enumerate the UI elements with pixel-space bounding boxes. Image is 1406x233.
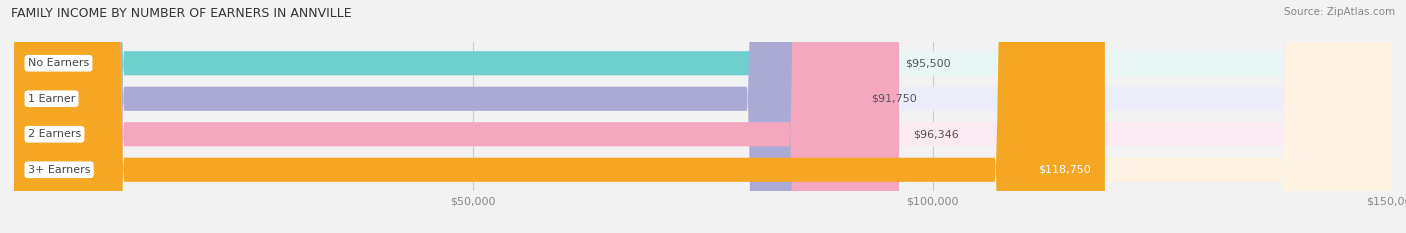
Text: 1 Earner: 1 Earner [28, 94, 75, 104]
Text: $96,346: $96,346 [912, 129, 959, 139]
FancyBboxPatch shape [14, 0, 1105, 233]
FancyBboxPatch shape [14, 0, 898, 233]
FancyBboxPatch shape [14, 0, 1392, 233]
Text: $118,750: $118,750 [1039, 165, 1091, 175]
Text: $95,500: $95,500 [905, 58, 950, 68]
Text: FAMILY INCOME BY NUMBER OF EARNERS IN ANNVILLE: FAMILY INCOME BY NUMBER OF EARNERS IN AN… [11, 7, 352, 20]
FancyBboxPatch shape [14, 0, 1392, 233]
FancyBboxPatch shape [14, 0, 1392, 233]
FancyBboxPatch shape [14, 0, 1392, 233]
Text: Source: ZipAtlas.com: Source: ZipAtlas.com [1284, 7, 1395, 17]
FancyBboxPatch shape [14, 0, 891, 233]
Text: 2 Earners: 2 Earners [28, 129, 82, 139]
Text: No Earners: No Earners [28, 58, 89, 68]
FancyBboxPatch shape [14, 0, 856, 233]
Text: 3+ Earners: 3+ Earners [28, 165, 90, 175]
Text: $91,750: $91,750 [870, 94, 917, 104]
